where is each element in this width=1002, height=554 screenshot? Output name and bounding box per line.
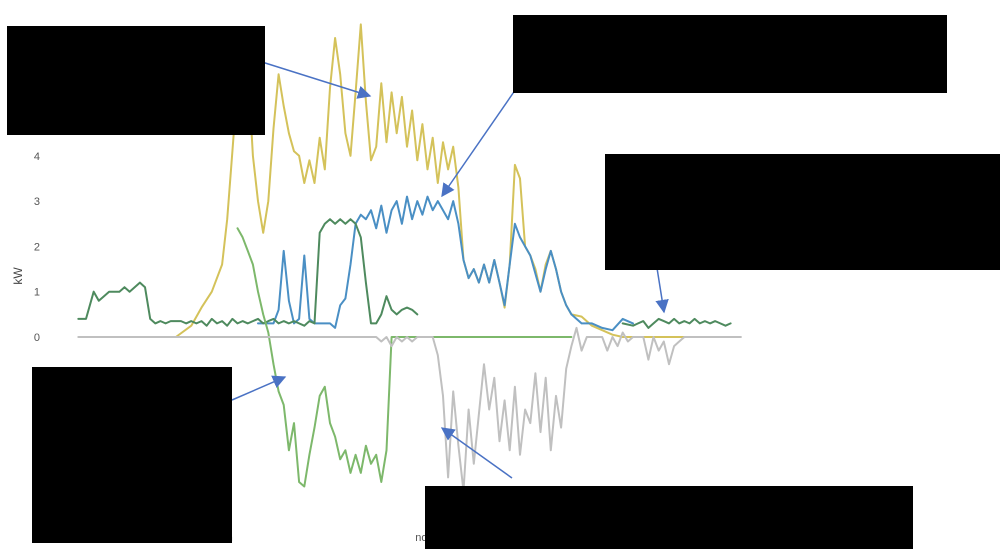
series-line-5	[236, 227, 573, 488]
series-layer	[77, 23, 742, 492]
series-line-2	[257, 195, 634, 332]
y-tick-label: 1	[34, 287, 40, 299]
y-tick-label: 2	[34, 241, 40, 253]
y-axis-ticks: 0 1 2 3 4	[34, 151, 40, 344]
y-tick-label: 3	[34, 196, 40, 208]
redacted-annotation-left	[32, 367, 232, 543]
y-tick-label: 0	[34, 332, 40, 344]
series-line-6	[77, 326, 742, 492]
redacted-annotation-top-right	[513, 15, 947, 93]
series-line-4	[621, 317, 732, 329]
redacted-annotation-bottom	[425, 486, 913, 549]
y-tick-label: 4	[34, 151, 40, 163]
redacted-annotation-top-left	[7, 26, 265, 135]
redacted-annotation-right	[605, 154, 1000, 270]
series-line-3	[77, 218, 419, 327]
y-axis-title: kW	[11, 267, 25, 285]
